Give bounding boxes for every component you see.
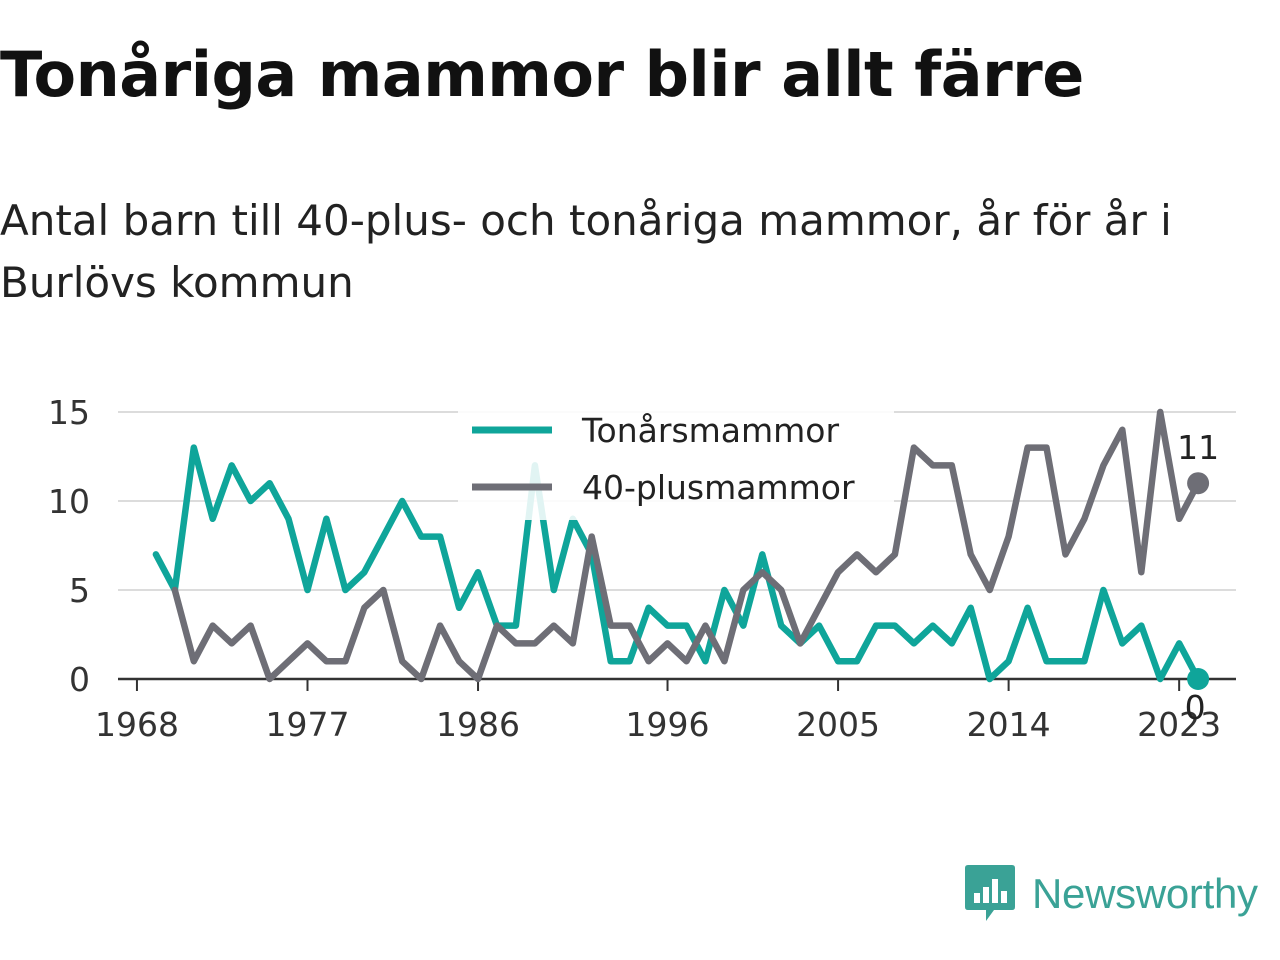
chart-title: Tonåriga mammor blir allt färre xyxy=(0,38,1084,111)
x-tick-label-1996: 1996 xyxy=(626,705,710,744)
brand-name: Newsworthy xyxy=(1032,870,1258,917)
x-tick-label-2023: 2023 xyxy=(1137,705,1221,744)
x-tick-label-1977: 1977 xyxy=(265,705,349,744)
y-tick-label-15: 15 xyxy=(48,393,90,432)
newsworthy-logo-icon xyxy=(965,865,1015,921)
series-lines: 0 11 xyxy=(152,408,1219,727)
brand-logo: Newsworthy xyxy=(964,862,1258,926)
end-point-marker-1 xyxy=(1187,472,1210,495)
y-axis-tick-labels: 0 5 10 15 xyxy=(48,393,90,699)
series-line-1 xyxy=(171,408,1202,683)
x-tick-label-2005: 2005 xyxy=(796,705,880,744)
end-value-label-1: 11 xyxy=(1177,428,1219,467)
y-tick-label-0: 0 xyxy=(69,660,90,699)
legend-label-0: Tonårsmammor xyxy=(581,411,839,450)
x-axis: 1968 1977 1986 1996 2005 2014 2023 xyxy=(95,677,1236,744)
chart-subtitle: Antal barn till 40-plus- och tonåriga ma… xyxy=(0,196,1172,307)
x-tick-label-1986: 1986 xyxy=(436,705,520,744)
legend-label-1: 40-plusmammor xyxy=(582,468,855,507)
end-point-marker-0 xyxy=(1187,668,1210,690)
series-line-0 xyxy=(152,444,1202,683)
end-value-label-0: 0 xyxy=(1185,688,1206,727)
x-tick-label-1968: 1968 xyxy=(95,705,179,744)
x-tick-label-2014: 2014 xyxy=(967,705,1051,744)
y-tick-label-10: 10 xyxy=(48,482,90,521)
legend: Tonårsmammor 40-plusmammor xyxy=(458,410,894,520)
y-tick-label-5: 5 xyxy=(69,571,90,610)
